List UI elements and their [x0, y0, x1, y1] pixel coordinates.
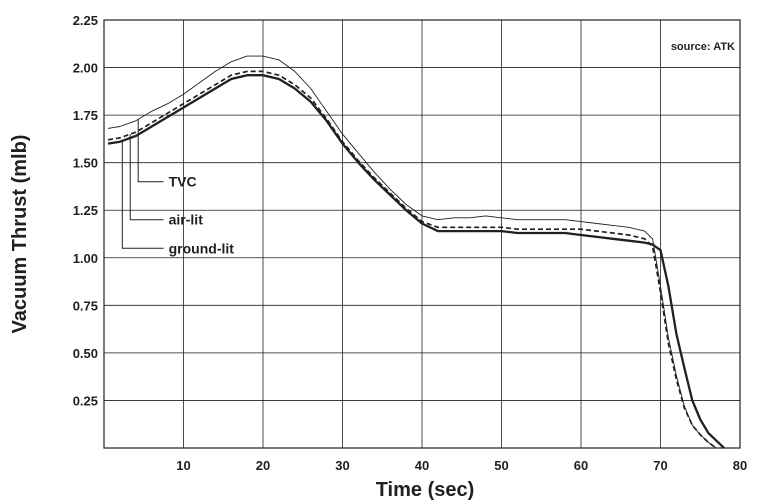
- series-layer: [107, 55, 725, 449]
- legend-leader-air-lit: [129, 134, 164, 221]
- x-tick-label: 40: [415, 458, 429, 473]
- plot-frame: [103, 19, 741, 449]
- x-tick-label: 20: [256, 458, 270, 473]
- y-tick-label: 1.25: [73, 203, 98, 218]
- legend-leader-tvc: [137, 119, 164, 183]
- x-axis-title: Time (sec): [376, 479, 475, 500]
- x-tick-label: 60: [574, 458, 588, 473]
- x-tick-label: 70: [653, 458, 667, 473]
- y-tick-label: 2.25: [73, 13, 98, 28]
- legend-label-ground-lit: ground-lit: [169, 240, 235, 256]
- legend-leader-ground-lit: [121, 140, 164, 249]
- y-tick-label: 1.75: [73, 108, 98, 123]
- x-tick-label: 10: [176, 458, 190, 473]
- y-tick-label: 1.00: [73, 251, 98, 266]
- series-line-air-lit: [107, 70, 717, 449]
- x-tick-label: 30: [335, 458, 349, 473]
- y-tick-label: 0.25: [73, 393, 98, 408]
- legend-label-tvc: TVC: [169, 174, 197, 190]
- y-tick-label: 0.75: [73, 298, 98, 313]
- series-line-ground-lit: [107, 74, 725, 449]
- y-axis-title: Vacuum Thrust (mlb): [9, 135, 31, 334]
- series-line-tvc: [107, 55, 717, 449]
- tick-labels: 10 20 30 40 50 60 70 80 0.25 0.50 0.75 1.00 1.25 1.50…: [73, 13, 748, 473]
- x-tick-label: 80: [733, 458, 747, 473]
- y-tick-label: 0.50: [73, 346, 98, 361]
- legend: TVC air-lit ground-lit: [121, 119, 235, 256]
- legend-label-air-lit: air-lit: [169, 212, 204, 228]
- y-tick-label: 1.50: [73, 156, 98, 171]
- x-tick-label: 50: [494, 458, 508, 473]
- y-tick-label: 2.00: [73, 61, 98, 76]
- grid-layer: [104, 19, 741, 448]
- source-annotation: source: ATK: [671, 41, 735, 53]
